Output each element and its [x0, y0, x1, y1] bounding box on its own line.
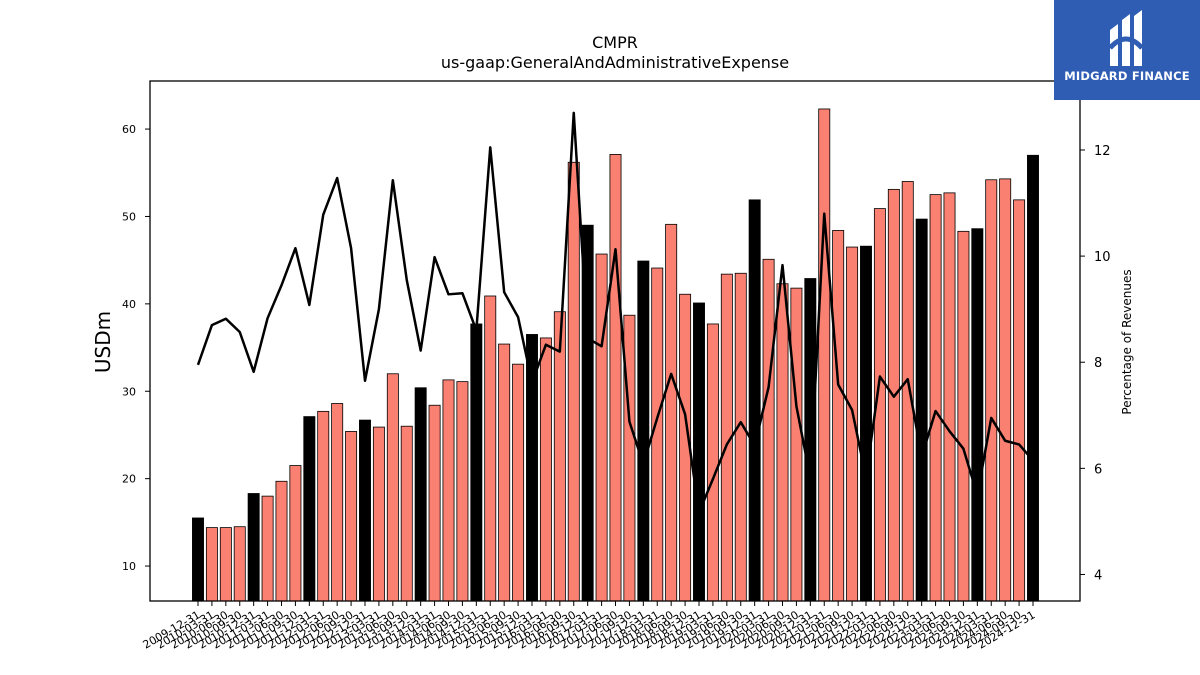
y-tick-label: 30 — [122, 385, 136, 398]
bar — [957, 230, 970, 602]
bar — [1027, 154, 1039, 602]
bar — [414, 387, 427, 602]
bar — [999, 178, 1012, 602]
bar — [665, 223, 678, 602]
bar — [901, 181, 914, 602]
bar — [734, 272, 747, 602]
bar — [943, 192, 956, 602]
bar — [1013, 199, 1026, 602]
bar — [359, 419, 371, 602]
bar — [706, 323, 719, 602]
bar — [219, 527, 232, 602]
y-tick-label: 60 — [122, 123, 136, 136]
bar — [345, 431, 358, 602]
y2-axis-label: Percentage of Revenues — [1120, 269, 1134, 414]
bar — [498, 343, 511, 602]
bar — [428, 404, 441, 602]
bar — [386, 373, 399, 602]
bar — [289, 465, 302, 602]
bar — [484, 295, 497, 602]
brand-name: MIDGARD FINANCE — [1064, 69, 1190, 83]
bar — [832, 230, 845, 602]
chart-title: CMPR — [592, 33, 638, 52]
bar — [915, 218, 928, 602]
y-axis-left: 10 20 30 40 50 60 — [122, 123, 150, 573]
y-tick-label: 10 — [122, 560, 136, 573]
bar — [762, 258, 775, 602]
y2-tick-label: 10 — [1094, 250, 1111, 265]
bar — [456, 381, 469, 602]
y-tick-label: 20 — [122, 473, 136, 486]
y-tick-label: 40 — [122, 298, 136, 311]
bar — [609, 154, 622, 602]
brand-logo: MIDGARD FINANCE — [1054, 0, 1200, 100]
bar — [275, 480, 288, 602]
y-axis-right: 4 6 8 10 12 — [1080, 144, 1111, 583]
bar — [860, 245, 872, 602]
bar — [776, 283, 789, 602]
bar — [247, 493, 260, 602]
y-tick-label: 50 — [122, 210, 136, 223]
bar — [205, 527, 218, 602]
bar — [804, 278, 817, 602]
brand-mark-icon — [1108, 10, 1144, 66]
y2-tick-label: 12 — [1094, 144, 1111, 159]
bar — [233, 526, 246, 602]
bar — [539, 337, 552, 602]
bar — [512, 363, 525, 602]
line-series — [196, 111, 1034, 514]
y2-tick-label: 6 — [1094, 462, 1102, 477]
bar — [553, 311, 566, 602]
bar — [985, 179, 998, 602]
y2-tick-label: 4 — [1094, 568, 1102, 583]
y2-tick-label: 8 — [1094, 356, 1102, 371]
bar — [442, 379, 455, 602]
bar — [317, 410, 330, 602]
bar — [790, 287, 803, 602]
bar-series — [192, 108, 1039, 602]
bar — [400, 425, 413, 602]
bar — [929, 194, 942, 602]
y-axis-label: USDm — [91, 311, 115, 373]
bar — [567, 161, 580, 602]
bar — [470, 323, 483, 602]
bar — [372, 426, 385, 602]
bar — [261, 495, 274, 602]
bar — [748, 199, 761, 602]
bar — [818, 108, 831, 602]
chart-subtitle: us-gaap:GeneralAndAdministrativeExpense — [441, 53, 789, 72]
bar — [331, 403, 344, 602]
x-axis: 2009-12-312010-03-312010-06-302010-09-30… — [141, 601, 1038, 652]
percentage-line — [196, 111, 1034, 514]
bar — [637, 260, 650, 602]
bar — [693, 302, 705, 602]
bar — [192, 517, 204, 602]
bar — [595, 253, 608, 602]
bar — [303, 416, 316, 602]
bar — [971, 228, 984, 602]
